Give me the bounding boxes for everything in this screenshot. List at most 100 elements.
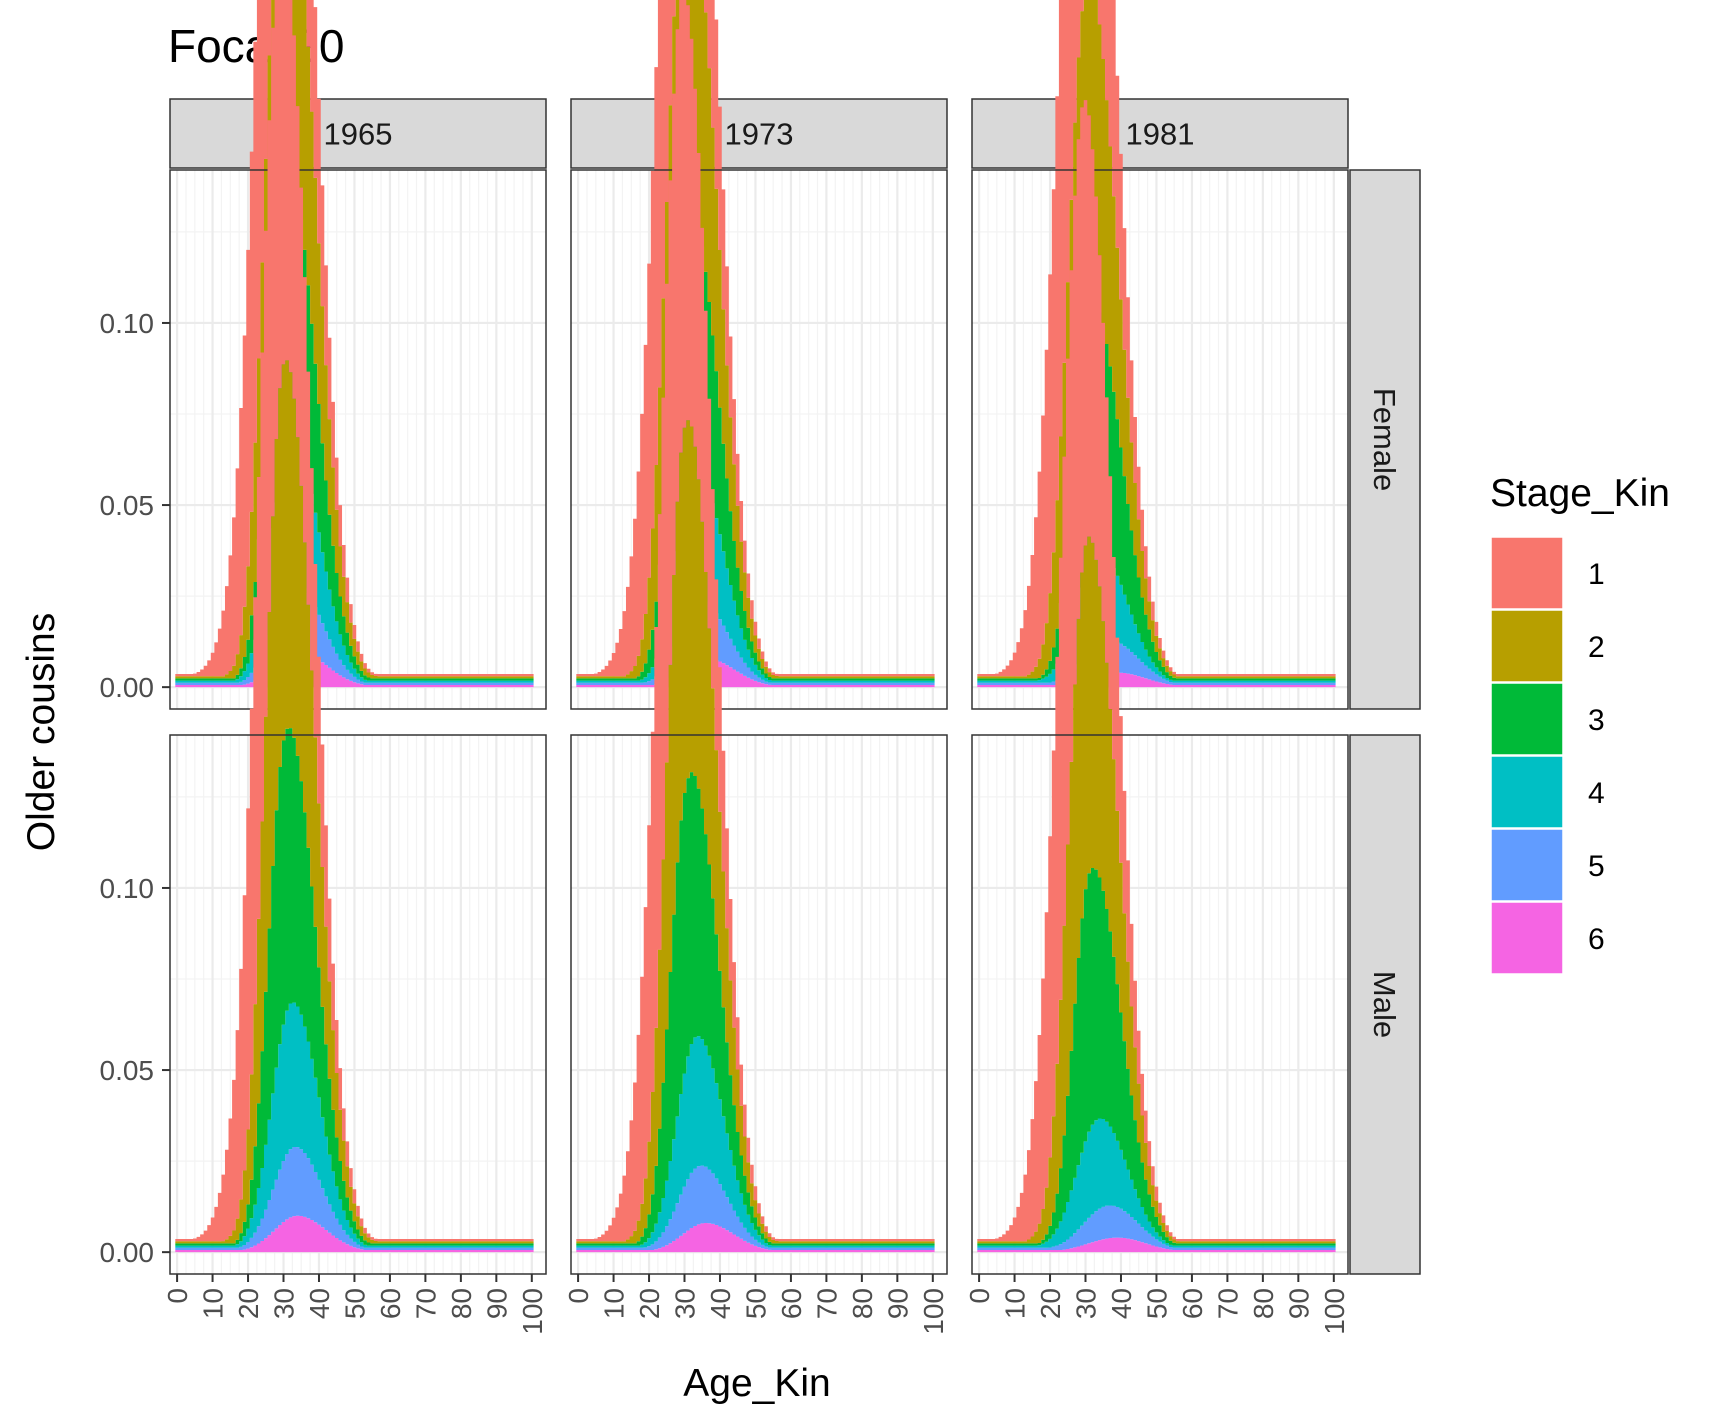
x-tick-label: 40 (1106, 1288, 1137, 1319)
x-tick-label: 20 (1035, 1288, 1066, 1319)
x-tick-label: 50 (1141, 1288, 1172, 1319)
area-stage-3 (977, 868, 1336, 1246)
legend-item-2: 2 (1490, 609, 1605, 683)
x-tick-label: 70 (1212, 1288, 1243, 1319)
area-stage-1 (977, 100, 1336, 1242)
x-tick-label: 60 (1177, 1288, 1208, 1319)
y-tick-label: 0.05 (100, 1055, 155, 1086)
x-tick-label: 60 (375, 1288, 406, 1319)
facet-strip-1965: 1965 (169, 98, 547, 169)
x-tick-label: 0 (162, 1288, 193, 1304)
legend-item-5: 5 (1490, 828, 1605, 902)
area-stage-1 (977, 0, 1336, 677)
y-tick-label: 0.10 (100, 873, 155, 904)
x-tick-label: 80 (1248, 1288, 1279, 1319)
strip-label-1973: 1973 (725, 117, 794, 152)
legend-label: 1 (1588, 558, 1605, 591)
panel-border (971, 734, 1349, 1275)
facet-strip-1981: 1981 (971, 98, 1349, 169)
panel-border (169, 734, 547, 1275)
panel-border (169, 169, 547, 710)
legend-label: 2 (1588, 631, 1605, 664)
strip-label-1965: 1965 (324, 117, 393, 152)
legend-label: 5 (1588, 850, 1605, 883)
x-tick-label: 90 (882, 1288, 913, 1319)
panel-1973-male: 0 10 20 30 40 50 60 70 80 90 100 (563, 0, 949, 1335)
x-tick-label: 10 (1000, 1288, 1031, 1319)
x-tick-label: 100 (517, 1288, 548, 1335)
y-axis-title: Older cousins (20, 613, 63, 851)
x-tick-label: 0 (563, 1288, 594, 1304)
area-stage-5 (576, 1165, 935, 1250)
strip-background (169, 98, 547, 169)
area-stage-5 (977, 1205, 1336, 1250)
area-stage-4 (576, 1036, 935, 1248)
x-tick-label: 70 (811, 1288, 842, 1319)
legend-label: 3 (1588, 704, 1605, 737)
x-tick-label: 90 (481, 1288, 512, 1319)
legend-key (1490, 682, 1564, 756)
x-tick-label: 50 (339, 1288, 370, 1319)
strip-label-1981: 1981 (1126, 117, 1195, 152)
facet-strip-1973: 1973 (570, 98, 948, 169)
strip-label-female: Female (1367, 388, 1402, 491)
x-tick-label: 100 (1319, 1288, 1350, 1335)
legend-item-3: 3 (1490, 682, 1605, 756)
x-tick-label: 30 (1071, 1288, 1102, 1319)
x-tick-label: 20 (233, 1288, 264, 1319)
legend-key (1490, 609, 1564, 683)
x-tick-label: 10 (198, 1288, 229, 1319)
panel-1965-female: 0.00 0.05 0.10 (100, 0, 547, 710)
x-tick-label: 80 (446, 1288, 477, 1319)
strip-background (1349, 169, 1421, 710)
area-stage-4 (175, 1002, 534, 1248)
x-tick-label: 40 (304, 1288, 335, 1319)
legend-key (1490, 755, 1564, 829)
legend-label: 4 (1588, 777, 1605, 810)
area-stage-6 (977, 1237, 1336, 1253)
legend-key (1490, 828, 1564, 902)
x-tick-label: 30 (269, 1288, 300, 1319)
panel-1981-male: 0 10 20 30 40 50 60 70 80 90 100 (964, 100, 1350, 1335)
facet-strip-female: Female (1349, 169, 1421, 710)
area-stage-6 (576, 658, 935, 688)
area-stage-1 (175, 0, 534, 677)
x-tick-label: 70 (410, 1288, 441, 1319)
area-stage-2 (977, 536, 1336, 1244)
area-stage-1 (576, 0, 935, 1242)
strip-background (971, 98, 1349, 169)
area-stage-6 (977, 672, 1336, 688)
y-tick-label: 0.10 (100, 308, 155, 339)
facet-strip-male: Male (1349, 734, 1421, 1275)
legend-key (1490, 536, 1564, 610)
y-tick-label: 0.05 (100, 490, 155, 521)
area-stage-3 (175, 728, 534, 1246)
panel-border (570, 169, 948, 710)
area-stage-4 (977, 1118, 1336, 1248)
area-stage-5 (977, 640, 1336, 685)
strip-background (1349, 734, 1421, 1275)
strip-label-male: Male (1367, 971, 1402, 1038)
panel-border (971, 169, 1349, 710)
legend-title: Stage_Kin (1490, 472, 1670, 515)
strip-background (570, 98, 948, 169)
x-axis-title: Age_Kin (683, 1362, 830, 1405)
legend-item-6: 6 (1490, 901, 1605, 975)
legend: Stage_Kin 1 2 3 4 5 6 (1490, 472, 1670, 975)
legend-item-1: 1 (1490, 536, 1605, 610)
area-stage-5 (175, 1146, 534, 1250)
panel-border (570, 734, 948, 1275)
area-stage-1 (175, 0, 534, 1242)
x-tick-label: 20 (634, 1288, 665, 1319)
x-tick-label: 50 (740, 1288, 771, 1319)
x-tick-label: 0 (964, 1288, 995, 1304)
panel-1965-male: 0.00 0.05 0.10 0 10 20 30 40 50 60 70 80 90 100 (100, 0, 548, 1335)
legend-item-4: 4 (1490, 755, 1605, 829)
legend-label: 6 (1588, 923, 1605, 956)
x-tick-label: 30 (670, 1288, 701, 1319)
area-stage-6 (576, 1223, 935, 1253)
x-tick-label: 80 (847, 1288, 878, 1319)
legend-key (1490, 901, 1564, 975)
area-stage-1 (576, 0, 935, 677)
